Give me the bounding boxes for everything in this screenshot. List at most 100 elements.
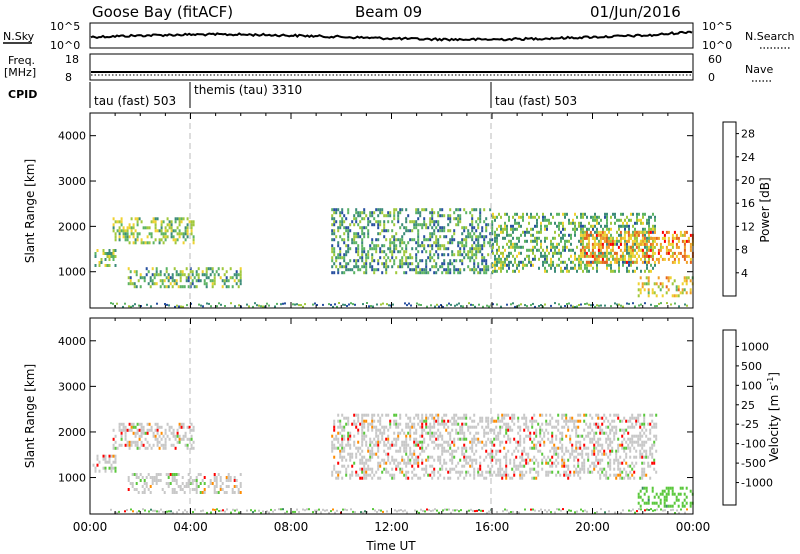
echo-cell	[437, 428, 440, 432]
echo-cell	[397, 211, 400, 215]
echo-cell	[409, 452, 412, 456]
echo-cell	[683, 239, 686, 243]
echo-cell	[437, 416, 440, 420]
echo-cell	[395, 271, 398, 275]
echo-cell	[138, 232, 141, 236]
echo-cell	[582, 260, 584, 264]
echo-cell	[459, 217, 462, 221]
echo-cell	[513, 458, 516, 462]
echo-cell	[585, 422, 588, 426]
echo-cell	[563, 461, 566, 465]
echo-cell	[385, 425, 388, 429]
echo-cell	[581, 455, 584, 459]
echo-cell	[189, 285, 192, 289]
echo-cell	[355, 446, 358, 450]
echo-cell	[477, 226, 480, 230]
echo-cell	[685, 495, 688, 499]
echo-cell	[651, 443, 654, 447]
echo-cell	[599, 239, 602, 243]
echo-cell	[419, 211, 422, 215]
echo-cell	[506, 224, 508, 228]
echo-cell	[519, 473, 522, 477]
echo-cell	[180, 220, 183, 224]
echo-cell	[236, 508, 238, 511]
echo-cell	[687, 239, 690, 243]
echo-cell	[365, 473, 368, 477]
echo-cell	[523, 428, 526, 432]
echo-cell	[367, 235, 370, 239]
echo-cell	[357, 223, 360, 227]
echo-cell	[522, 215, 524, 219]
echo-cell	[455, 428, 458, 432]
echo-cell	[530, 263, 532, 267]
echo-cell	[337, 473, 340, 477]
echo-cell	[198, 303, 200, 306]
echo-cell	[638, 218, 640, 222]
echo-cell	[335, 434, 338, 438]
echo-cell	[647, 461, 650, 465]
echo-cell	[431, 244, 434, 248]
echo-cell	[187, 479, 190, 482]
echo-cell	[389, 247, 392, 251]
echo-cell	[350, 302, 352, 305]
echo-cell	[552, 263, 554, 267]
echo-cell	[463, 229, 466, 233]
echo-cell	[508, 511, 510, 514]
echo-cell	[369, 265, 372, 269]
echo-cell	[489, 244, 492, 248]
cpid-label: CPID	[8, 88, 37, 101]
echo-cell	[580, 227, 582, 231]
echo-cell	[537, 449, 540, 453]
echo-cell	[649, 431, 652, 435]
echo-cell	[459, 431, 462, 435]
echo-cell	[645, 254, 648, 258]
echo-cell	[496, 269, 498, 273]
echo-cell	[599, 431, 602, 435]
echo-cell	[131, 473, 134, 476]
echo-cell	[479, 250, 482, 254]
echo-cell	[145, 273, 148, 277]
echo-cell	[554, 245, 556, 249]
echo-cell	[536, 230, 538, 234]
echo-cell	[620, 239, 622, 243]
echo-cell	[206, 302, 208, 305]
echo-cell	[365, 259, 368, 263]
echo-cell	[591, 254, 594, 258]
echo-cell	[497, 473, 500, 477]
echo-cell	[165, 276, 168, 280]
echo-cell	[575, 449, 578, 453]
echo-region-1	[112, 217, 195, 245]
echo-cell	[475, 437, 478, 441]
echo-cell	[347, 452, 350, 456]
echo-cell	[333, 419, 336, 423]
echo-cell	[507, 473, 510, 477]
echo-cell	[565, 419, 568, 423]
echo-cell	[580, 221, 582, 225]
echo-cell	[669, 504, 672, 508]
echo-cell	[661, 230, 664, 234]
echo-cell	[425, 446, 428, 450]
echo-cell	[579, 470, 582, 474]
echo-cell	[635, 230, 638, 234]
echo-cell	[473, 271, 476, 275]
echo-cell	[169, 276, 172, 280]
echo-cell	[641, 282, 644, 286]
echo-cell	[582, 212, 584, 216]
echo-cell	[506, 269, 508, 273]
echo-cell	[569, 473, 572, 477]
echo-cell	[132, 440, 135, 444]
echo-cell	[465, 473, 468, 477]
echo-cell	[650, 227, 652, 231]
echo-cell	[332, 305, 334, 308]
echo-cell	[185, 267, 188, 271]
echo-cell	[387, 428, 390, 432]
echo-cell	[143, 482, 146, 485]
echo-cell	[491, 455, 494, 459]
echo-cell	[168, 220, 171, 224]
echo-cell	[341, 413, 344, 417]
y-tick-label: 4000	[58, 335, 86, 348]
echo-cell	[581, 254, 584, 258]
echo-cell	[162, 220, 165, 224]
echo-cell	[565, 413, 568, 417]
echo-cell	[495, 449, 498, 453]
